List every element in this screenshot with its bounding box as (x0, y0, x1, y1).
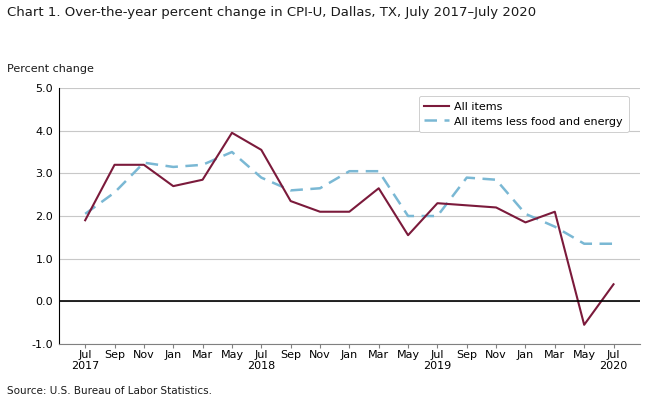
All items less food and energy (228, 150, 236, 154)
All items less food and energy (375, 169, 383, 174)
All items (492, 205, 500, 210)
All items (404, 233, 412, 238)
All items (581, 322, 588, 327)
All items (81, 218, 89, 223)
Legend: All items, All items less food and energy: All items, All items less food and energ… (419, 96, 629, 132)
All items less food and energy (610, 241, 618, 246)
All items less food and energy (345, 169, 353, 174)
All items less food and energy (110, 190, 118, 195)
Line: All items less food and energy: All items less food and energy (85, 152, 614, 244)
All items (199, 177, 206, 182)
All items (316, 209, 324, 214)
All items less food and energy (316, 186, 324, 191)
All items less food and energy (522, 212, 530, 216)
All items less food and energy (581, 241, 588, 246)
All items (287, 199, 295, 204)
All items less food and energy (81, 212, 89, 216)
Text: Percent change: Percent change (7, 64, 93, 74)
All items (522, 220, 530, 225)
Line: All items: All items (85, 133, 614, 325)
All items less food and energy (551, 224, 559, 229)
All items less food and energy (199, 162, 206, 167)
All items (228, 130, 236, 135)
All items (140, 162, 148, 167)
All items less food and energy (434, 214, 441, 218)
All items less food and energy (404, 214, 412, 218)
All items (434, 201, 441, 206)
Text: Chart 1. Over-the-year percent change in CPI-U, Dallas, TX, July 2017–July 2020: Chart 1. Over-the-year percent change in… (7, 6, 535, 19)
All items less food and energy (169, 164, 177, 169)
All items (345, 209, 353, 214)
All items (169, 184, 177, 188)
All items less food and energy (140, 160, 148, 165)
All items (551, 209, 559, 214)
All items less food and energy (257, 175, 265, 180)
All items less food and energy (492, 177, 500, 182)
All items (375, 186, 383, 191)
All items (110, 162, 118, 167)
All items less food and energy (287, 188, 295, 193)
All items (610, 282, 618, 287)
All items (257, 148, 265, 152)
All items (463, 203, 471, 208)
All items less food and energy (463, 175, 471, 180)
Text: Source: U.S. Bureau of Labor Statistics.: Source: U.S. Bureau of Labor Statistics. (7, 386, 212, 396)
